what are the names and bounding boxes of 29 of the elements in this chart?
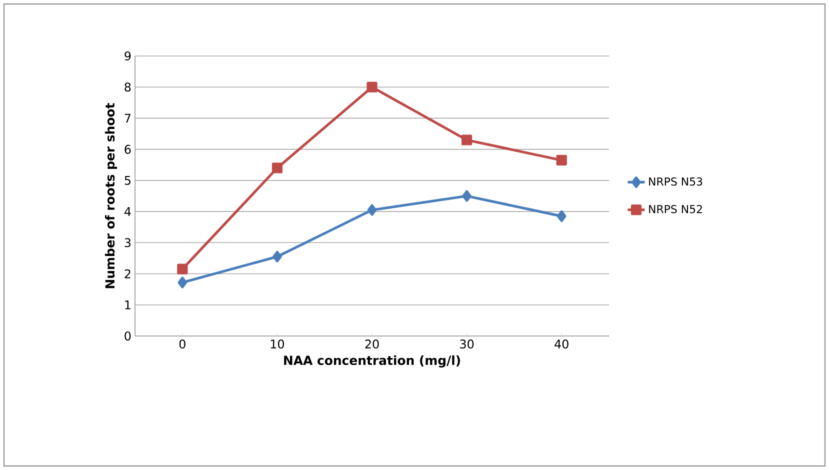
y-tick-label: 5 <box>124 176 130 185</box>
x-tick-label: 30 <box>460 340 474 349</box>
y-tick-label: 1 <box>125 300 130 310</box>
point <box>462 134 472 146</box>
legend-label: NRPS N53 <box>649 177 702 186</box>
point <box>272 162 283 174</box>
y-tick-label: 7 <box>124 114 130 123</box>
y-tick-label: 3 <box>124 238 131 248</box>
point <box>556 154 567 166</box>
point <box>462 190 472 202</box>
y-tick-label: 4 <box>124 207 131 216</box>
y-tick-label: 9 <box>124 51 131 61</box>
point <box>272 250 282 262</box>
y-tick-label: 0 <box>124 331 131 341</box>
x-tick-label: 10 <box>270 340 284 349</box>
point <box>177 264 188 274</box>
y-tick-label: 2 <box>124 269 130 278</box>
x-tick-label: 0 <box>179 340 186 349</box>
x-axis-title: NAA concentration (mg/l) <box>284 355 460 368</box>
x-tick-label: 40 <box>554 340 568 349</box>
point <box>178 276 188 288</box>
y-axis-title: Number of roots per shoot <box>104 103 118 288</box>
point <box>366 82 378 92</box>
legend-label: NRPS N52 <box>649 204 702 214</box>
y-tick-label: 6 <box>124 144 131 154</box>
x-tick-label: 20 <box>365 340 379 349</box>
point <box>556 210 566 222</box>
point <box>367 204 377 216</box>
y-tick-label: 8 <box>124 82 131 92</box>
